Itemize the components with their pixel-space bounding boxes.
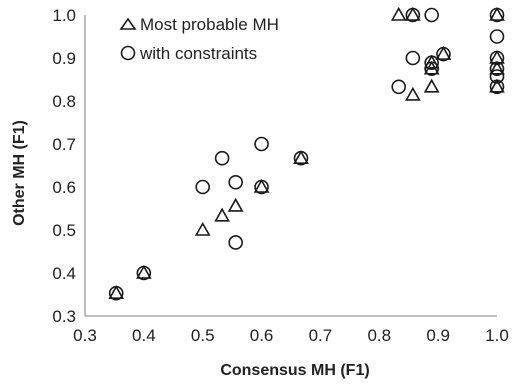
triangle-point bbox=[253, 178, 270, 193]
x-tick-label: 0.5 bbox=[191, 326, 215, 345]
triangle-point bbox=[293, 150, 309, 164]
circle-point bbox=[108, 285, 124, 301]
triangle-point bbox=[435, 46, 452, 60]
y-tick-label: 0.7 bbox=[52, 135, 76, 154]
x-tick-label: 1.0 bbox=[485, 326, 509, 345]
circle-point bbox=[214, 150, 230, 166]
y-tick-label: 1.0 bbox=[52, 6, 76, 25]
y-tick-label: 0.6 bbox=[52, 178, 76, 197]
y-tick-label: 0.3 bbox=[52, 307, 76, 326]
circle-point bbox=[228, 235, 243, 250]
triangle-point bbox=[227, 197, 244, 212]
y-tick-label: 0.8 bbox=[52, 92, 76, 111]
x-tick-label: 0.3 bbox=[73, 326, 97, 345]
triangle-point bbox=[423, 78, 440, 93]
triangle-point bbox=[489, 60, 505, 75]
circle-point bbox=[489, 79, 505, 95]
circle-point bbox=[405, 7, 421, 23]
x-tick-label: 0.4 bbox=[132, 326, 156, 345]
triangle-point bbox=[404, 86, 421, 101]
legend-label-most-probable: Most probable MH bbox=[140, 15, 279, 34]
triangle-point bbox=[108, 285, 125, 300]
triangle-point bbox=[423, 54, 440, 69]
triangle-point bbox=[489, 78, 505, 93]
triangle-point bbox=[390, 6, 407, 21]
y-tick-label: 0.9 bbox=[52, 49, 76, 68]
circle-point bbox=[489, 61, 505, 77]
triangle-point bbox=[489, 6, 505, 21]
legend-circle-marker bbox=[120, 45, 136, 61]
x-tick-label: 0.8 bbox=[367, 326, 391, 345]
circle-point bbox=[489, 29, 505, 44]
axes bbox=[84, 15, 497, 317]
circle-point bbox=[293, 150, 309, 166]
circle-point bbox=[254, 136, 269, 152]
circle-point bbox=[424, 55, 439, 71]
legend: Most probable MH with constraints bbox=[119, 15, 279, 63]
y-tick-label: 0.5 bbox=[52, 221, 76, 240]
circle-point bbox=[489, 69, 505, 84]
y-tick-labels: 0.3 0.4 0.5 0.6 0.7 0.8 0.9 1.0 bbox=[52, 6, 76, 326]
x-tick-label: 0.7 bbox=[309, 326, 333, 345]
circle-point bbox=[195, 179, 211, 195]
y-axis-title: Other MH (F1) bbox=[11, 120, 28, 226]
circle-point bbox=[136, 265, 152, 281]
circle-point bbox=[228, 174, 243, 190]
triangle-point bbox=[194, 221, 211, 236]
circle-point bbox=[489, 7, 505, 23]
x-tick-label: 0.6 bbox=[250, 326, 274, 345]
legend-triangle-marker bbox=[119, 17, 137, 30]
y-tick-label: 0.4 bbox=[52, 264, 76, 283]
circle-point bbox=[436, 46, 451, 62]
circle-point bbox=[489, 50, 505, 66]
circle-point bbox=[254, 179, 269, 195]
circle-point bbox=[424, 7, 439, 23]
x-tick-label: 0.9 bbox=[426, 326, 450, 345]
triangle-point bbox=[404, 6, 421, 21]
triangle-point bbox=[214, 207, 231, 222]
triangle-point bbox=[135, 264, 152, 279]
legend-label-with-constraints: with constraints bbox=[139, 44, 257, 63]
data-markers bbox=[108, 6, 505, 301]
x-tick-labels: 0.3 0.4 0.5 0.6 0.7 0.8 0.9 1.0 bbox=[73, 326, 509, 345]
x-axis-title: Consensus MH (F1) bbox=[220, 362, 369, 379]
circle-point bbox=[424, 61, 439, 77]
circle-point bbox=[391, 79, 407, 95]
circle-point bbox=[405, 50, 421, 66]
